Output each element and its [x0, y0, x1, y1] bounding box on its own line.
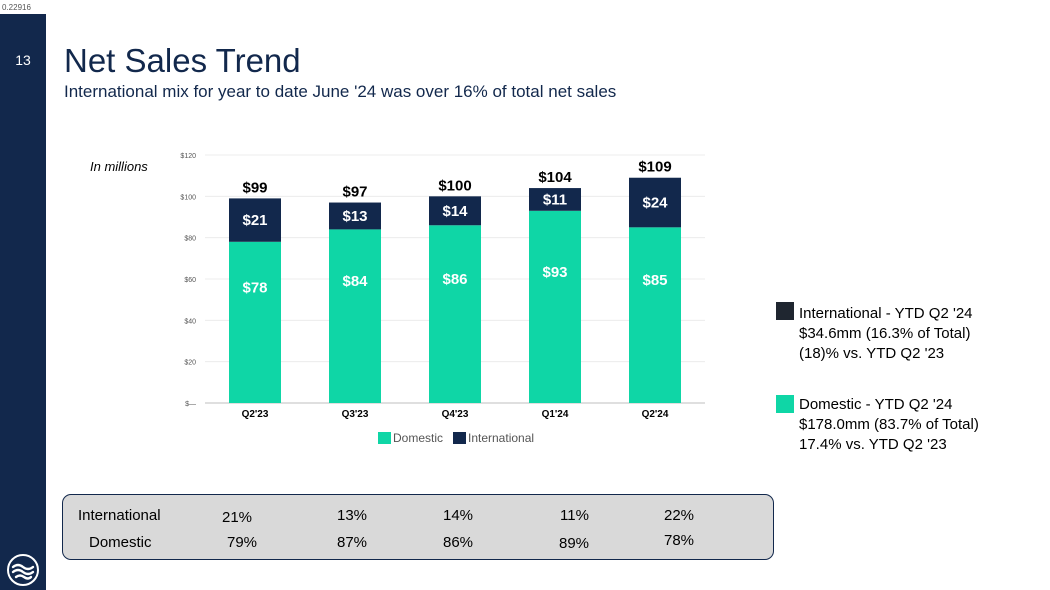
- domestic-ytd-change: 17.4% vs. YTD Q2 '23: [799, 436, 947, 453]
- legend-domestic-label: Domestic: [393, 431, 443, 445]
- bar-international-label: $21: [242, 212, 267, 229]
- international-ytd-change: (18)% vs. YTD Q2 '23: [799, 345, 945, 362]
- y-tick-label: $20: [184, 360, 196, 367]
- bar-domestic: [229, 241, 281, 403]
- bar-total-label: $109: [638, 159, 671, 176]
- international-ytd-amount: $34.6mm (16.3% of Total): [799, 325, 971, 342]
- x-tick-label: Q4'23: [442, 409, 469, 420]
- mix-international-q3-23: 13%: [337, 507, 368, 524]
- mix-domestic-q2-24: 78%: [664, 532, 695, 549]
- document-id: 0.22916: [2, 3, 31, 12]
- mix-domestic-q1-24: 89%: [559, 535, 590, 552]
- bar-domestic-label: $78: [242, 279, 267, 296]
- x-tick-label: Q3'23: [342, 409, 369, 420]
- sidebar: 13: [0, 14, 46, 590]
- legend-domestic-swatch: [378, 432, 391, 444]
- international-ytd-summary: International - YTD Q2 '24 $34.6mm (16.3…: [799, 304, 973, 364]
- page-number: 13: [15, 52, 31, 68]
- domestic-ytd-summary: Domestic - YTD Q2 '24 $178.0mm (83.7% of…: [799, 395, 979, 455]
- y-tick-label: $60: [184, 277, 196, 284]
- y-tick-label: $80: [184, 236, 196, 243]
- bar-domestic-label: $84: [342, 273, 368, 290]
- international-legend-swatch: [776, 302, 794, 320]
- international-ytd-title: International - YTD Q2 '24: [799, 305, 973, 322]
- bar-domestic-label: $85: [642, 272, 667, 289]
- y-tick-label: $40: [184, 318, 196, 325]
- bar-domestic: [329, 229, 381, 403]
- domestic-ytd-amount: $178.0mm (83.7% of Total): [799, 416, 979, 433]
- mix-domestic-q3-23: 87%: [337, 534, 368, 551]
- legend-international-swatch: [453, 432, 466, 444]
- bar-total-label: $104: [538, 169, 572, 186]
- bar-domestic: [429, 225, 481, 403]
- bar-international: [529, 188, 581, 211]
- bar-domestic-label: $86: [442, 271, 467, 288]
- net-sales-chart: $— $20 $40 $60 $80 $100 $120 $78 $21 $99 Q2'23 $84 $…: [180, 153, 705, 445]
- page-title: Net Sales Trend: [64, 42, 301, 79]
- y-tick-label: $—: [185, 401, 196, 408]
- bar-international-label: $11: [543, 191, 567, 208]
- bar-domestic-label: $93: [542, 264, 567, 281]
- domestic-ytd-title: Domestic - YTD Q2 '24: [799, 396, 953, 413]
- mix-international-q2-24: 22%: [664, 507, 695, 524]
- bar-international: [229, 198, 281, 242]
- bar-international: [429, 196, 481, 226]
- mix-domestic-q4-23: 86%: [443, 534, 474, 551]
- mix-international-q1-24: 11%: [560, 507, 589, 524]
- mix-international-q4-23: 14%: [443, 507, 474, 524]
- mix-domestic-q2-23: 79%: [227, 534, 258, 551]
- units-note: In millions: [90, 159, 148, 174]
- bar-international-label: $14: [442, 203, 468, 220]
- bar-international-label: $24: [642, 195, 668, 212]
- x-tick-label: Q2'23: [242, 409, 269, 420]
- y-tick-label: $120: [180, 153, 196, 160]
- x-tick-label: Q2'24: [642, 409, 669, 420]
- page-subtitle: International mix for year to date June …: [64, 82, 617, 101]
- domestic-legend-swatch: [776, 395, 794, 413]
- y-tick-label: $100: [180, 194, 196, 201]
- mix-international-q2-23: 21%: [222, 509, 253, 526]
- bar-total-label: $99: [242, 179, 267, 196]
- bar-domestic: [629, 227, 681, 403]
- sales-mix-table: International Domestic 21% 13% 14% 11% 2…: [62, 494, 774, 560]
- bar-international-label: $13: [342, 208, 367, 225]
- company-logo-icon: [7, 554, 39, 586]
- mix-row-label-domestic: Domestic: [89, 534, 152, 551]
- bar-total-label: $97: [342, 184, 367, 201]
- bar-international: [629, 177, 681, 228]
- bar-total-label: $100: [438, 177, 471, 194]
- legend-international-label: International: [468, 431, 534, 445]
- mix-row-label-international: International: [78, 507, 161, 524]
- bar-domestic: [529, 210, 581, 403]
- x-tick-label: Q1'24: [542, 409, 569, 420]
- bar-international: [329, 202, 381, 230]
